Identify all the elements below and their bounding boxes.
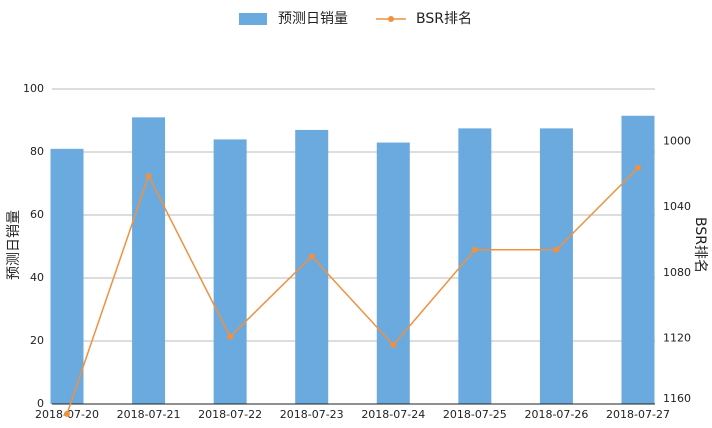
y2-tick-label: 1040	[663, 200, 691, 213]
point	[308, 253, 315, 260]
point	[471, 246, 478, 253]
bar	[539, 128, 573, 404]
y2-tick-label: 1120	[663, 331, 691, 344]
point	[553, 246, 560, 253]
x-tick-label: 2018-07-27	[606, 408, 670, 421]
line	[66, 167, 639, 415]
legend-swatch	[388, 16, 394, 22]
y-tick-label: 60	[30, 208, 44, 221]
y-tick-label: 20	[30, 334, 44, 347]
point	[227, 333, 234, 340]
y2-tick-label: 1160	[663, 392, 691, 405]
point	[64, 410, 70, 417]
x-tick-label: 2018-07-26	[524, 408, 588, 421]
y-tick-label: 40	[30, 271, 44, 284]
point	[390, 341, 397, 348]
x-tick-label: 2018-07-22	[198, 408, 262, 421]
bar	[376, 142, 410, 405]
x-tick-label: 2018-07-23	[280, 408, 344, 421]
y-tick-label: 0	[37, 397, 44, 410]
y-tick-label: 100	[23, 82, 44, 95]
y2-axis-title: BSR排名	[692, 217, 708, 273]
legend-label: BSR排名	[416, 11, 472, 27]
bar	[50, 148, 84, 404]
point	[635, 164, 641, 171]
y-tick-label: 80	[30, 145, 44, 158]
x-tick-label: 2018-07-21	[117, 408, 181, 421]
point	[145, 172, 152, 179]
legend-label: 预测日销量	[278, 11, 348, 27]
bar	[458, 128, 492, 404]
y2-tick-label: 1080	[663, 266, 691, 279]
y-axis-title: 预测日销量	[6, 210, 22, 280]
bar	[132, 117, 166, 404]
x-tick-label: 2018-07-25	[443, 408, 507, 421]
legend-swatch	[239, 13, 267, 25]
bar	[621, 115, 655, 405]
x-tick-label: 2018-07-24	[361, 408, 425, 421]
bar	[213, 139, 247, 404]
y2-tick-label: 1000	[663, 135, 691, 148]
